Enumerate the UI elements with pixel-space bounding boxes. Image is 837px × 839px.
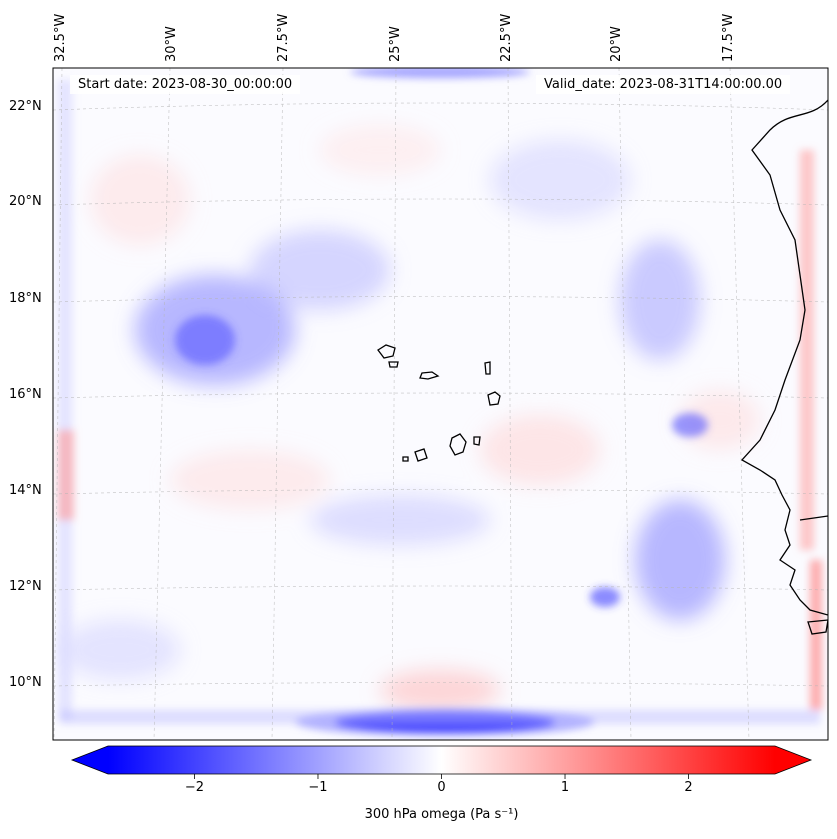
colorbar-tick-label: 2 — [684, 780, 693, 795]
colorbar — [70, 745, 813, 779]
map-panel — [53, 68, 828, 740]
lon-label: 27.5°W — [276, 13, 291, 62]
omega-field — [60, 125, 760, 710]
lat-label: 10°N — [9, 675, 42, 690]
start-date-label: Start date: 2023-08-30_00:00:00 — [70, 75, 301, 94]
colorbar-outline — [70, 745, 813, 775]
colorbar-tick-label: −2 — [184, 780, 205, 795]
lon-label: 22.5°W — [499, 13, 514, 62]
colorbar-extend-high — [775, 746, 811, 774]
lon-label: 17.5°W — [721, 13, 736, 62]
valid-date-label: Valid_date: 2023-08-31T14:00:00.00 — [536, 75, 791, 94]
colorbar-gradient — [108, 746, 775, 774]
lat-label: 20°N — [9, 194, 42, 209]
lat-label: 22°N — [9, 99, 42, 114]
colorbar-label: 300 hPa omega (Pa s⁻¹) — [364, 807, 519, 822]
colorbar-tick-label: −1 — [308, 780, 328, 795]
lat-label: 16°N — [9, 387, 42, 402]
coastlines — [377, 99, 828, 635]
lat-label: 18°N — [9, 291, 42, 306]
colorbar-tick-label: 1 — [560, 780, 570, 795]
lon-label: 30°W — [164, 26, 179, 62]
lon-label: 20°W — [609, 26, 624, 62]
lon-label: 32.5°W — [53, 13, 68, 62]
colorbar-tick-label: 0 — [437, 780, 446, 795]
map-frame — [52, 67, 829, 741]
colorbar-extend-low — [72, 746, 108, 774]
lat-label: 12°N — [9, 579, 42, 594]
lat-label: 14°N — [9, 483, 42, 498]
gridlines — [53, 68, 828, 740]
lon-label: 25°W — [388, 26, 403, 62]
